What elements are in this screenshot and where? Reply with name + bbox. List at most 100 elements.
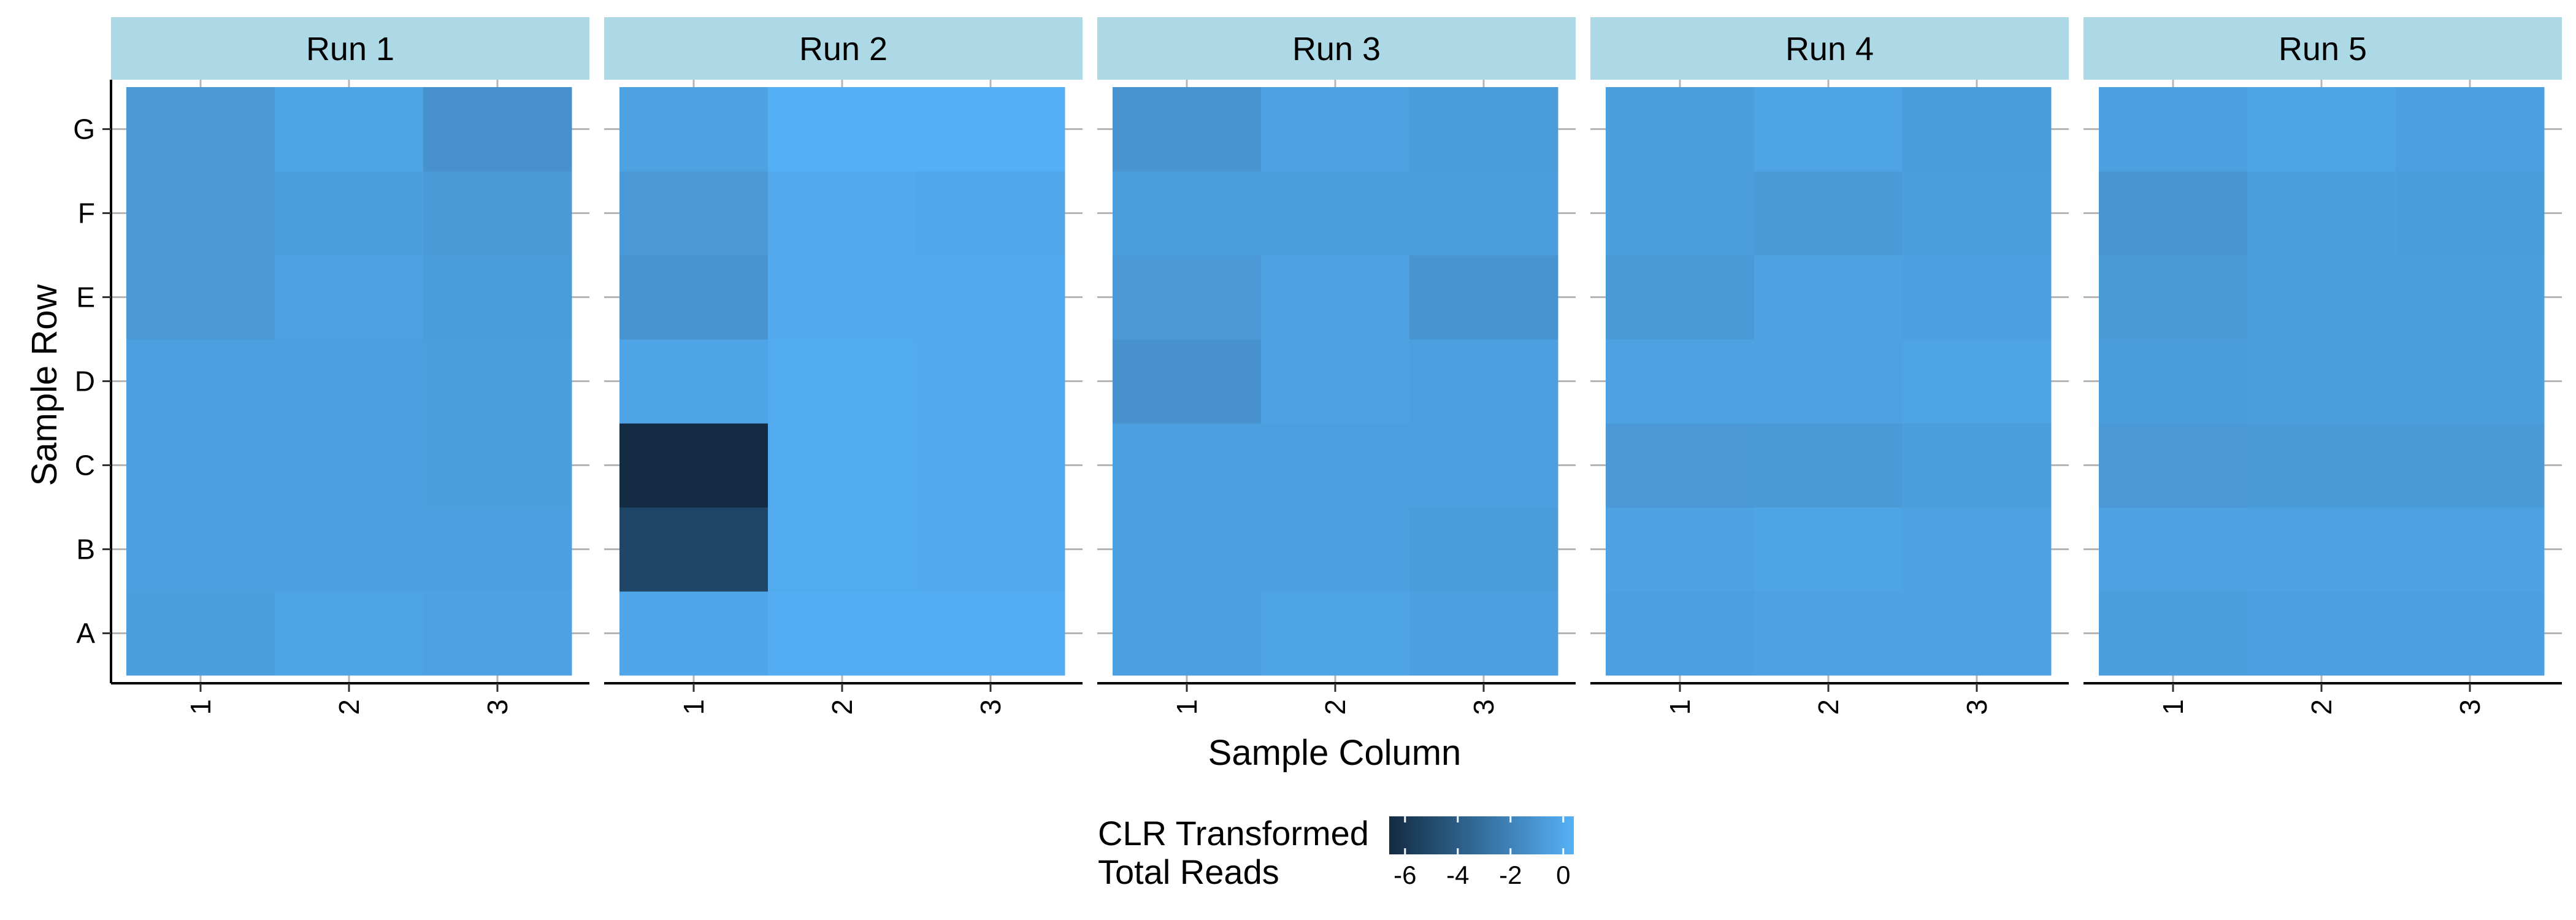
heatmap-tile: [126, 423, 275, 508]
y-tick-label: E: [76, 282, 95, 313]
heatmap-tile: [275, 255, 424, 340]
heatmap-tile: [619, 507, 769, 592]
heatmap-tile: [1903, 339, 2052, 424]
heatmap-tile: [1606, 339, 1755, 424]
heatmap-tile: [2247, 339, 2396, 424]
x-tick-label: 1: [678, 699, 710, 715]
heatmap-tile: [275, 591, 424, 676]
heatmap-tile: [1113, 507, 1262, 592]
x-axis-title: Sample Column: [1208, 733, 1462, 773]
legend-tick-label: -2: [1499, 861, 1522, 889]
heatmap-tile: [1606, 507, 1755, 592]
heatmap-tile: [2396, 171, 2545, 256]
heatmap-tile: [423, 507, 572, 592]
heatmap-tile: [423, 423, 572, 508]
strip-label: Run 3: [1292, 31, 1381, 67]
heatmap-tile: [768, 339, 917, 424]
legend-title-line-2: Total Reads: [1098, 853, 1279, 891]
heatmap-tile: [2247, 87, 2396, 172]
heatmap-tile: [1903, 423, 2052, 508]
panel-1: Run 1 1 2 3 A B C D E F G: [73, 17, 589, 715]
heatmap-tile: [2396, 423, 2545, 508]
x-tick-label: 2: [826, 699, 858, 715]
x-tick-label: 2: [1319, 699, 1351, 715]
x-tick-label: 1: [1171, 699, 1203, 715]
heatmap-tile: [619, 171, 769, 256]
heatmap-tile: [2099, 591, 2248, 676]
heatmap-tile: [126, 255, 275, 340]
heatmap-tile: [1606, 591, 1755, 676]
heatmap-tile: [619, 255, 769, 340]
strip-background: [1590, 17, 2069, 80]
strip-label: Run 2: [799, 31, 887, 67]
heatmap-tile: [1903, 591, 2052, 676]
heatmap-tile: [2247, 507, 2396, 592]
strip-label: Run 5: [2279, 31, 2367, 67]
heatmap-tile: [1606, 255, 1755, 340]
heatmap-tile: [619, 339, 769, 424]
heatmap-tile: [1754, 507, 1903, 592]
heatmap-tile: [619, 87, 769, 172]
y-tick-label: B: [76, 534, 95, 565]
heatmap-tile: [2396, 591, 2545, 676]
heatmap-tile: [1113, 255, 1262, 340]
heatmap-tile: [2099, 87, 2248, 172]
heatmap-tile: [2247, 423, 2396, 508]
heatmap-tile: [916, 171, 1065, 256]
heatmap-tile: [1903, 87, 2052, 172]
heatmap-tile: [423, 591, 572, 676]
heatmap-tile: [423, 87, 572, 172]
heatmap-tile: [2099, 423, 2248, 508]
strip-background: [1097, 17, 1576, 80]
y-tick-label: G: [73, 113, 95, 145]
heatmap-tile: [1606, 171, 1755, 256]
heatmap-tile: [916, 507, 1065, 592]
heatmap-tile: [1409, 591, 1558, 676]
heatmap-tile: [1409, 171, 1558, 256]
heatmap-tile: [768, 591, 917, 676]
heatmap-tile: [1903, 171, 2052, 256]
heatmap-tile: [2099, 255, 2248, 340]
x-tick-label: 1: [1664, 699, 1696, 715]
heatmap-tile: [619, 591, 769, 676]
heatmap-tile: [2247, 171, 2396, 256]
heatmap-tile: [1754, 87, 1903, 172]
heatmap-tile: [768, 255, 917, 340]
heatmap-tile: [2396, 339, 2545, 424]
x-tick-label: 3: [1961, 699, 1993, 715]
strip-label: Run 1: [306, 31, 394, 67]
heatmap-tile: [916, 423, 1065, 508]
y-tick-label: F: [78, 197, 95, 229]
heatmap-tile: [126, 591, 275, 676]
heatmap-tile: [2396, 255, 2545, 340]
strip-background: [111, 17, 589, 80]
heatmap-tile: [1261, 255, 1410, 340]
heatmap-tile: [916, 87, 1065, 172]
strip-background: [2083, 17, 2562, 80]
heatmap-tile: [423, 255, 572, 340]
heatmap-tile: [2099, 507, 2248, 592]
heatmap-tile: [275, 171, 424, 256]
heatmap-tile: [2099, 339, 2248, 424]
x-tick-label: 1: [2157, 699, 2189, 715]
y-tick-label: A: [76, 618, 95, 650]
heatmap-tile: [1606, 87, 1755, 172]
heatmap-tile: [1113, 339, 1262, 424]
heatmap-tile: [768, 87, 917, 172]
strip-label: Run 4: [1785, 31, 1874, 67]
heatmap-tile: [1113, 591, 1262, 676]
x-tick-label: 3: [975, 699, 1006, 715]
heatmap-tile: [916, 339, 1065, 424]
heatmap-tile: [916, 255, 1065, 340]
heatmap-tile: [126, 339, 275, 424]
heatmap-tile: [768, 423, 917, 508]
heatmap-tile: [1754, 423, 1903, 508]
heatmap-tile: [1409, 255, 1558, 340]
x-tick-label: 3: [2454, 699, 2486, 715]
heatmap-tile: [1409, 87, 1558, 172]
heatmap-tile: [1261, 507, 1410, 592]
heatmap-tile: [1754, 255, 1903, 340]
legend-colorbar: [1389, 816, 1574, 854]
